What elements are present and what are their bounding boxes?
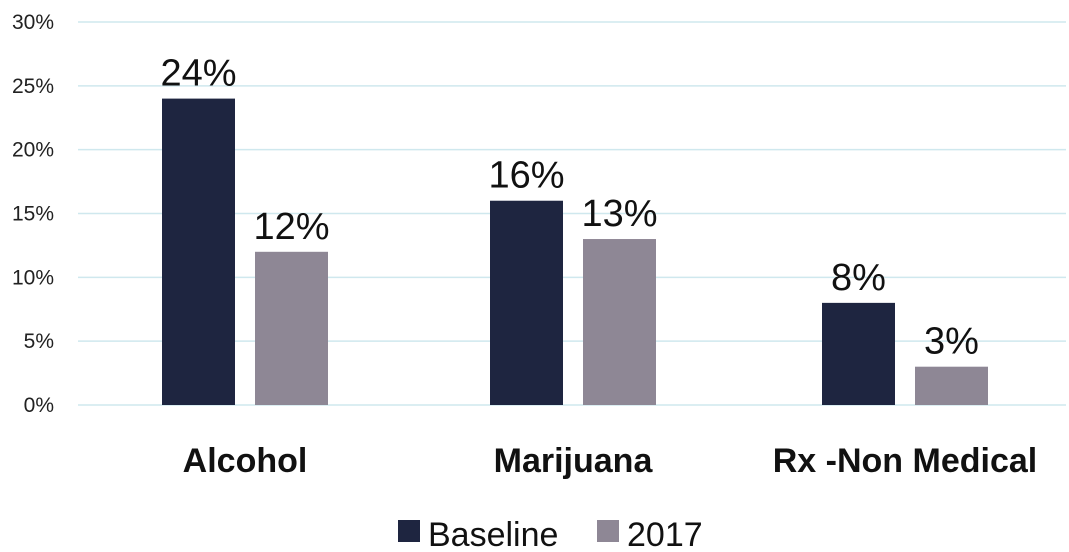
category-label-marijuana: Marijuana bbox=[494, 442, 654, 480]
legend-label-2017: 2017 bbox=[627, 516, 703, 552]
legend-swatch-2017 bbox=[597, 520, 619, 542]
data-label: 13% bbox=[581, 193, 657, 235]
category-label-rx-non-medical: Rx -Non Medical bbox=[773, 442, 1037, 480]
data-label: 12% bbox=[253, 206, 329, 248]
category-label-alcohol: Alcohol bbox=[183, 442, 308, 480]
bar-baseline-alcohol bbox=[162, 98, 235, 405]
data-label: 24% bbox=[160, 53, 236, 95]
y-tick-label: 25% bbox=[12, 75, 54, 98]
data-labels: 24% 12% 16% 13% 8% 3% bbox=[160, 53, 978, 363]
y-axis-tick-labels: 0% 5% 10% 15% 20% 25% 30% bbox=[12, 11, 54, 417]
y-tick-label: 5% bbox=[24, 330, 54, 353]
y-tick-label: 30% bbox=[12, 11, 54, 34]
data-label: 16% bbox=[488, 155, 564, 197]
data-label: 3% bbox=[924, 321, 979, 363]
bar-baseline-rx-non-medical bbox=[822, 302, 895, 405]
bar-2017-rx-non-medical bbox=[915, 366, 988, 405]
legend: Baseline 2017 bbox=[398, 516, 703, 552]
category-labels: Alcohol Marijuana Rx -Non Medical bbox=[183, 442, 1038, 480]
bars bbox=[162, 98, 988, 405]
bar-baseline-marijuana bbox=[490, 200, 563, 405]
legend-swatch-baseline bbox=[398, 520, 420, 542]
bar-2017-marijuana bbox=[583, 239, 656, 405]
y-tick-label: 20% bbox=[12, 139, 54, 162]
y-tick-label: 15% bbox=[12, 203, 54, 226]
bar-2017-alcohol bbox=[255, 251, 328, 405]
data-label: 8% bbox=[831, 257, 886, 299]
legend-label-baseline: Baseline bbox=[428, 516, 558, 552]
y-tick-label: 0% bbox=[24, 394, 54, 417]
y-tick-label: 10% bbox=[12, 266, 54, 289]
gridlines bbox=[78, 21, 1066, 406]
